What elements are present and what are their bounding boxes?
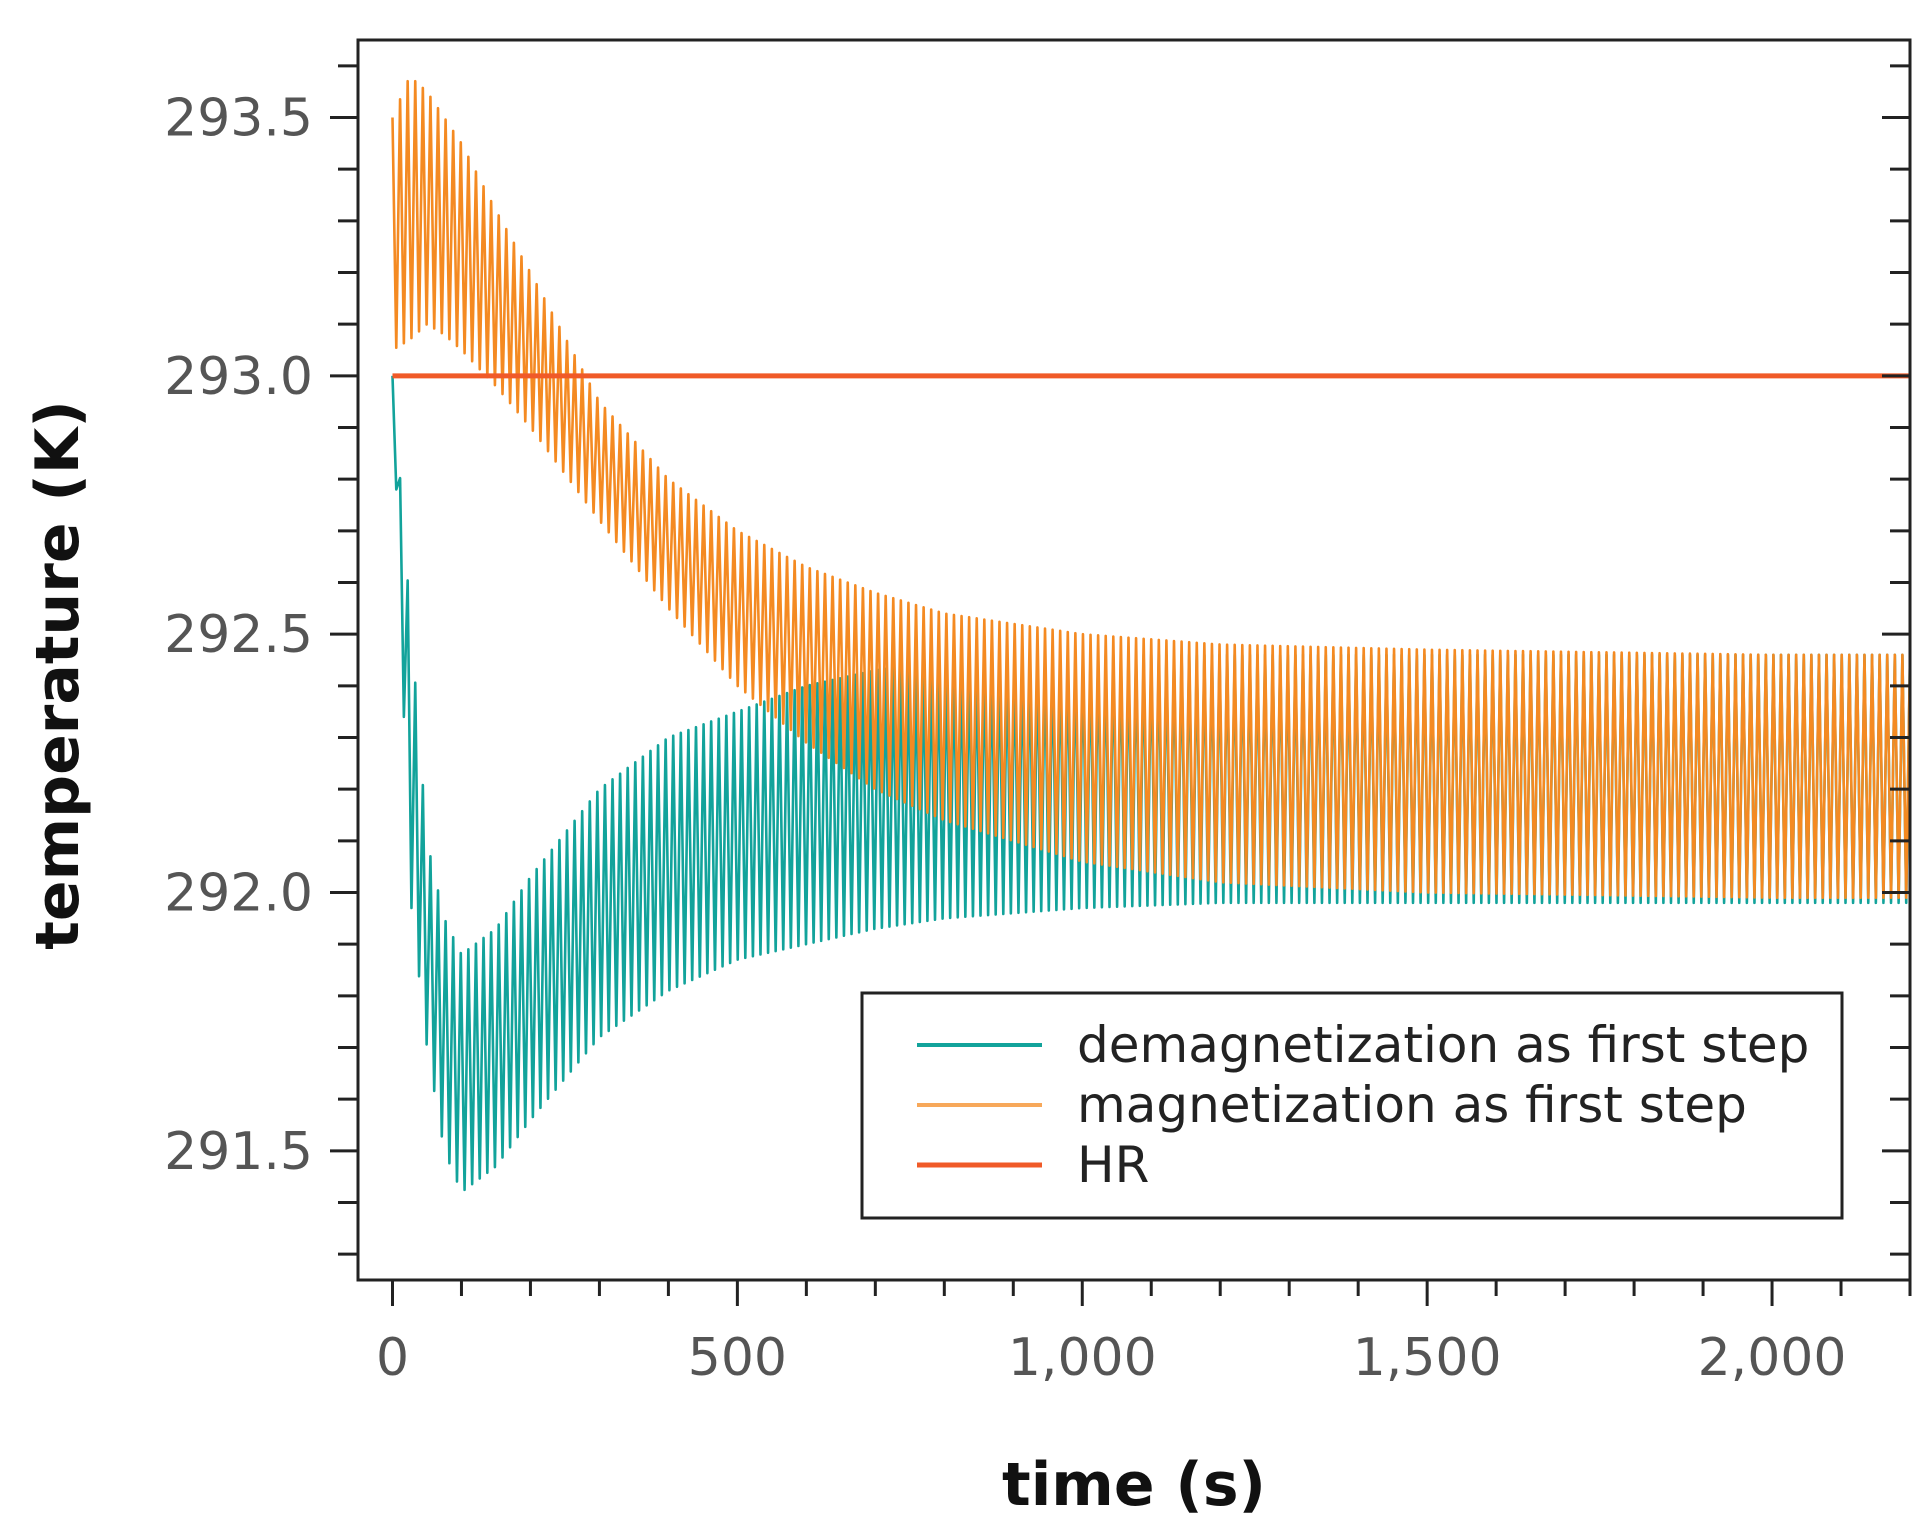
- y-tick-label: 291.5: [164, 1122, 313, 1182]
- y-tick-label: 292.5: [164, 605, 313, 665]
- legend-label-hr: HR: [1077, 1136, 1149, 1194]
- legend-label-magnetization: magnetization as first step: [1077, 1076, 1747, 1134]
- axis-ticks: [330, 64, 1912, 1306]
- plot-frame: [356, 38, 1912, 1282]
- x-tick-label: 500: [688, 1328, 787, 1388]
- x-tick-label: 1,500: [1353, 1328, 1502, 1388]
- tick-labels: 0 500 1,000 1,500 2,000 291.5 292.0 292.5 293.0 2…: [164, 89, 1846, 1389]
- y-tick-label: 293.5: [164, 89, 313, 149]
- y-tick-label: 293.0: [164, 347, 313, 407]
- x-tick-label: 0: [376, 1328, 409, 1388]
- x-tick-label: 2,000: [1698, 1328, 1847, 1388]
- series-layer: [391, 79, 1910, 1192]
- legend: demagnetization as first step magnetizat…: [860, 991, 1844, 1220]
- legend-label-demagnetization: demagnetization as first step: [1077, 1016, 1809, 1074]
- x-axis-label: time (s): [1002, 1450, 1266, 1520]
- y-tick-label: 292.0: [164, 864, 313, 924]
- x-tick-label: 1,000: [1008, 1328, 1157, 1388]
- y-axis-label: temperature (K): [23, 400, 93, 950]
- series-line-magnetization-as-first-step: [391, 79, 1910, 899]
